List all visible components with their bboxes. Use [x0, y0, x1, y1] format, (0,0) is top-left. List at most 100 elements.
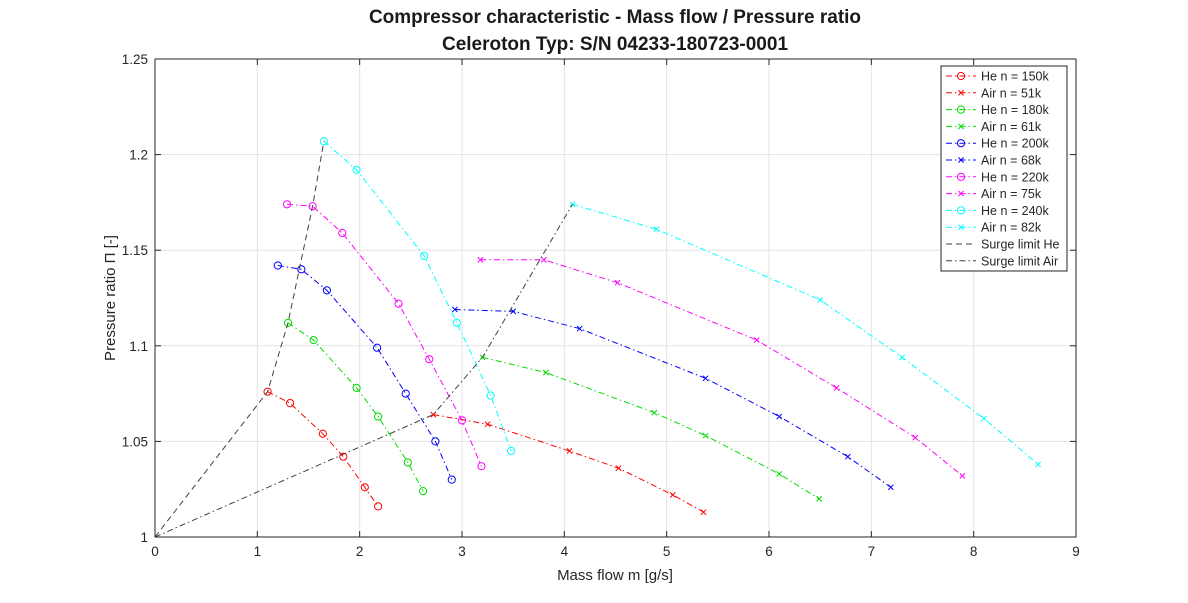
data-point: [669, 491, 676, 498]
data-point: [959, 472, 966, 479]
data-point: [457, 416, 467, 425]
legend-item: Air n = 68k: [946, 154, 1042, 168]
legend-item: Surge limit Air: [946, 254, 1058, 268]
legend-label: He n = 180k: [981, 103, 1050, 117]
chart-title: Compressor characteristic - Mass flow / …: [369, 7, 861, 28]
series-line: [572, 203, 1039, 465]
legend-marker: [958, 89, 964, 96]
data-point: [484, 421, 491, 428]
legend-label: He n = 150k: [981, 70, 1050, 84]
legend-marker: [956, 172, 966, 181]
data-point: [319, 137, 328, 146]
data-point: [420, 251, 429, 261]
series-3: [479, 354, 823, 502]
series-6: [282, 200, 486, 471]
series-11: [154, 204, 573, 538]
x-tick-label: 9: [1072, 544, 1080, 559]
series-0: [263, 387, 383, 511]
series-line: [154, 141, 325, 538]
series-1: [430, 411, 707, 516]
legend-label: Air n = 68k: [981, 154, 1042, 168]
data-point: [844, 453, 851, 460]
data-point: [477, 256, 484, 263]
legend-marker: [956, 206, 966, 215]
data-point: [352, 165, 361, 174]
data-point: [702, 432, 709, 439]
series-line: [323, 140, 512, 452]
legend-marker: [958, 224, 964, 231]
x-tick-label: 1: [254, 544, 262, 559]
data-point: [322, 286, 332, 295]
data-point: [615, 465, 622, 472]
data-point: [451, 306, 458, 313]
x-axis-label: Mass flow m [g/s]: [557, 567, 673, 584]
y-axis-label: Pressure ratio Π [-]: [102, 235, 119, 361]
data-point: [614, 279, 621, 286]
y-tick-label: 1.2: [129, 148, 148, 163]
legend-label: Air n = 75k: [981, 187, 1042, 201]
y-tick-label: 1.05: [122, 434, 148, 449]
x-tick-label: 7: [868, 544, 876, 559]
data-point: [282, 200, 292, 209]
ticks: 0 1 2 3 4 5 6 7 8 911.051.11.151.21.25: [122, 52, 1080, 559]
legend-label: Air n = 82k: [981, 221, 1042, 235]
chart-subtitle: Celeroton Typ: S/N 04233-180723-0001: [442, 34, 788, 55]
data-point: [912, 434, 919, 441]
data-point: [401, 389, 410, 398]
data-point: [653, 226, 660, 233]
data-point: [776, 413, 783, 420]
data-point: [817, 296, 824, 303]
data-point: [373, 412, 383, 421]
legend: He n = 150k Air n = 51k He n = 180k Air n =…: [940, 65, 1068, 272]
data-point: [576, 325, 583, 332]
series-5: [451, 306, 894, 491]
legend-item: Air n = 75k: [946, 187, 1042, 201]
data-point: [566, 448, 573, 454]
data-point: [372, 343, 382, 352]
data-point: [263, 387, 272, 396]
data-point: [510, 308, 517, 315]
data-point: [318, 429, 327, 438]
legend-label: Air n = 51k: [981, 86, 1042, 100]
legend-marker: [956, 71, 966, 81]
data-point: [486, 391, 495, 400]
series-2: [283, 318, 428, 496]
series-line: [277, 265, 453, 480]
plot-frame: [154, 58, 1077, 538]
legend-marker: [958, 123, 964, 130]
legend-marker: [958, 157, 964, 163]
legend-item: Air n = 82k: [946, 221, 1042, 235]
data-point: [980, 415, 987, 422]
data-point: [1035, 461, 1042, 468]
legend-item: Surge limit He: [946, 238, 1060, 252]
data-point: [702, 375, 709, 382]
data-point: [887, 484, 894, 491]
legend-item: He n = 150k: [946, 70, 1050, 84]
data-point: [394, 299, 403, 308]
x-tick-label: 3: [458, 544, 466, 559]
y-tick-label: 1.1: [129, 339, 148, 354]
data-point: [283, 318, 293, 327]
legend-marker: [956, 105, 966, 114]
legend-label: Air n = 61k: [981, 120, 1042, 134]
y-tick-label: 1.25: [122, 52, 148, 67]
x-tick-label: 0: [151, 544, 159, 559]
data-point: [477, 462, 486, 471]
data-point: [338, 228, 347, 238]
legend-label: Surge limit Air: [981, 254, 1058, 268]
data-point: [425, 355, 434, 364]
data-point: [447, 475, 456, 484]
data-point: [339, 452, 348, 461]
data-point: [419, 487, 428, 496]
grid: [155, 59, 1076, 537]
legend-label: Surge limit He: [981, 238, 1060, 252]
data-point: [285, 399, 295, 408]
series-line: [482, 356, 820, 500]
legend-label: He n = 220k: [981, 170, 1050, 184]
data-point: [373, 502, 383, 511]
x-tick-label: 5: [663, 544, 671, 559]
legend-item: He n = 220k: [946, 170, 1050, 184]
legend-item: He n = 240k: [946, 204, 1050, 218]
legend-item: He n = 180k: [946, 103, 1050, 117]
